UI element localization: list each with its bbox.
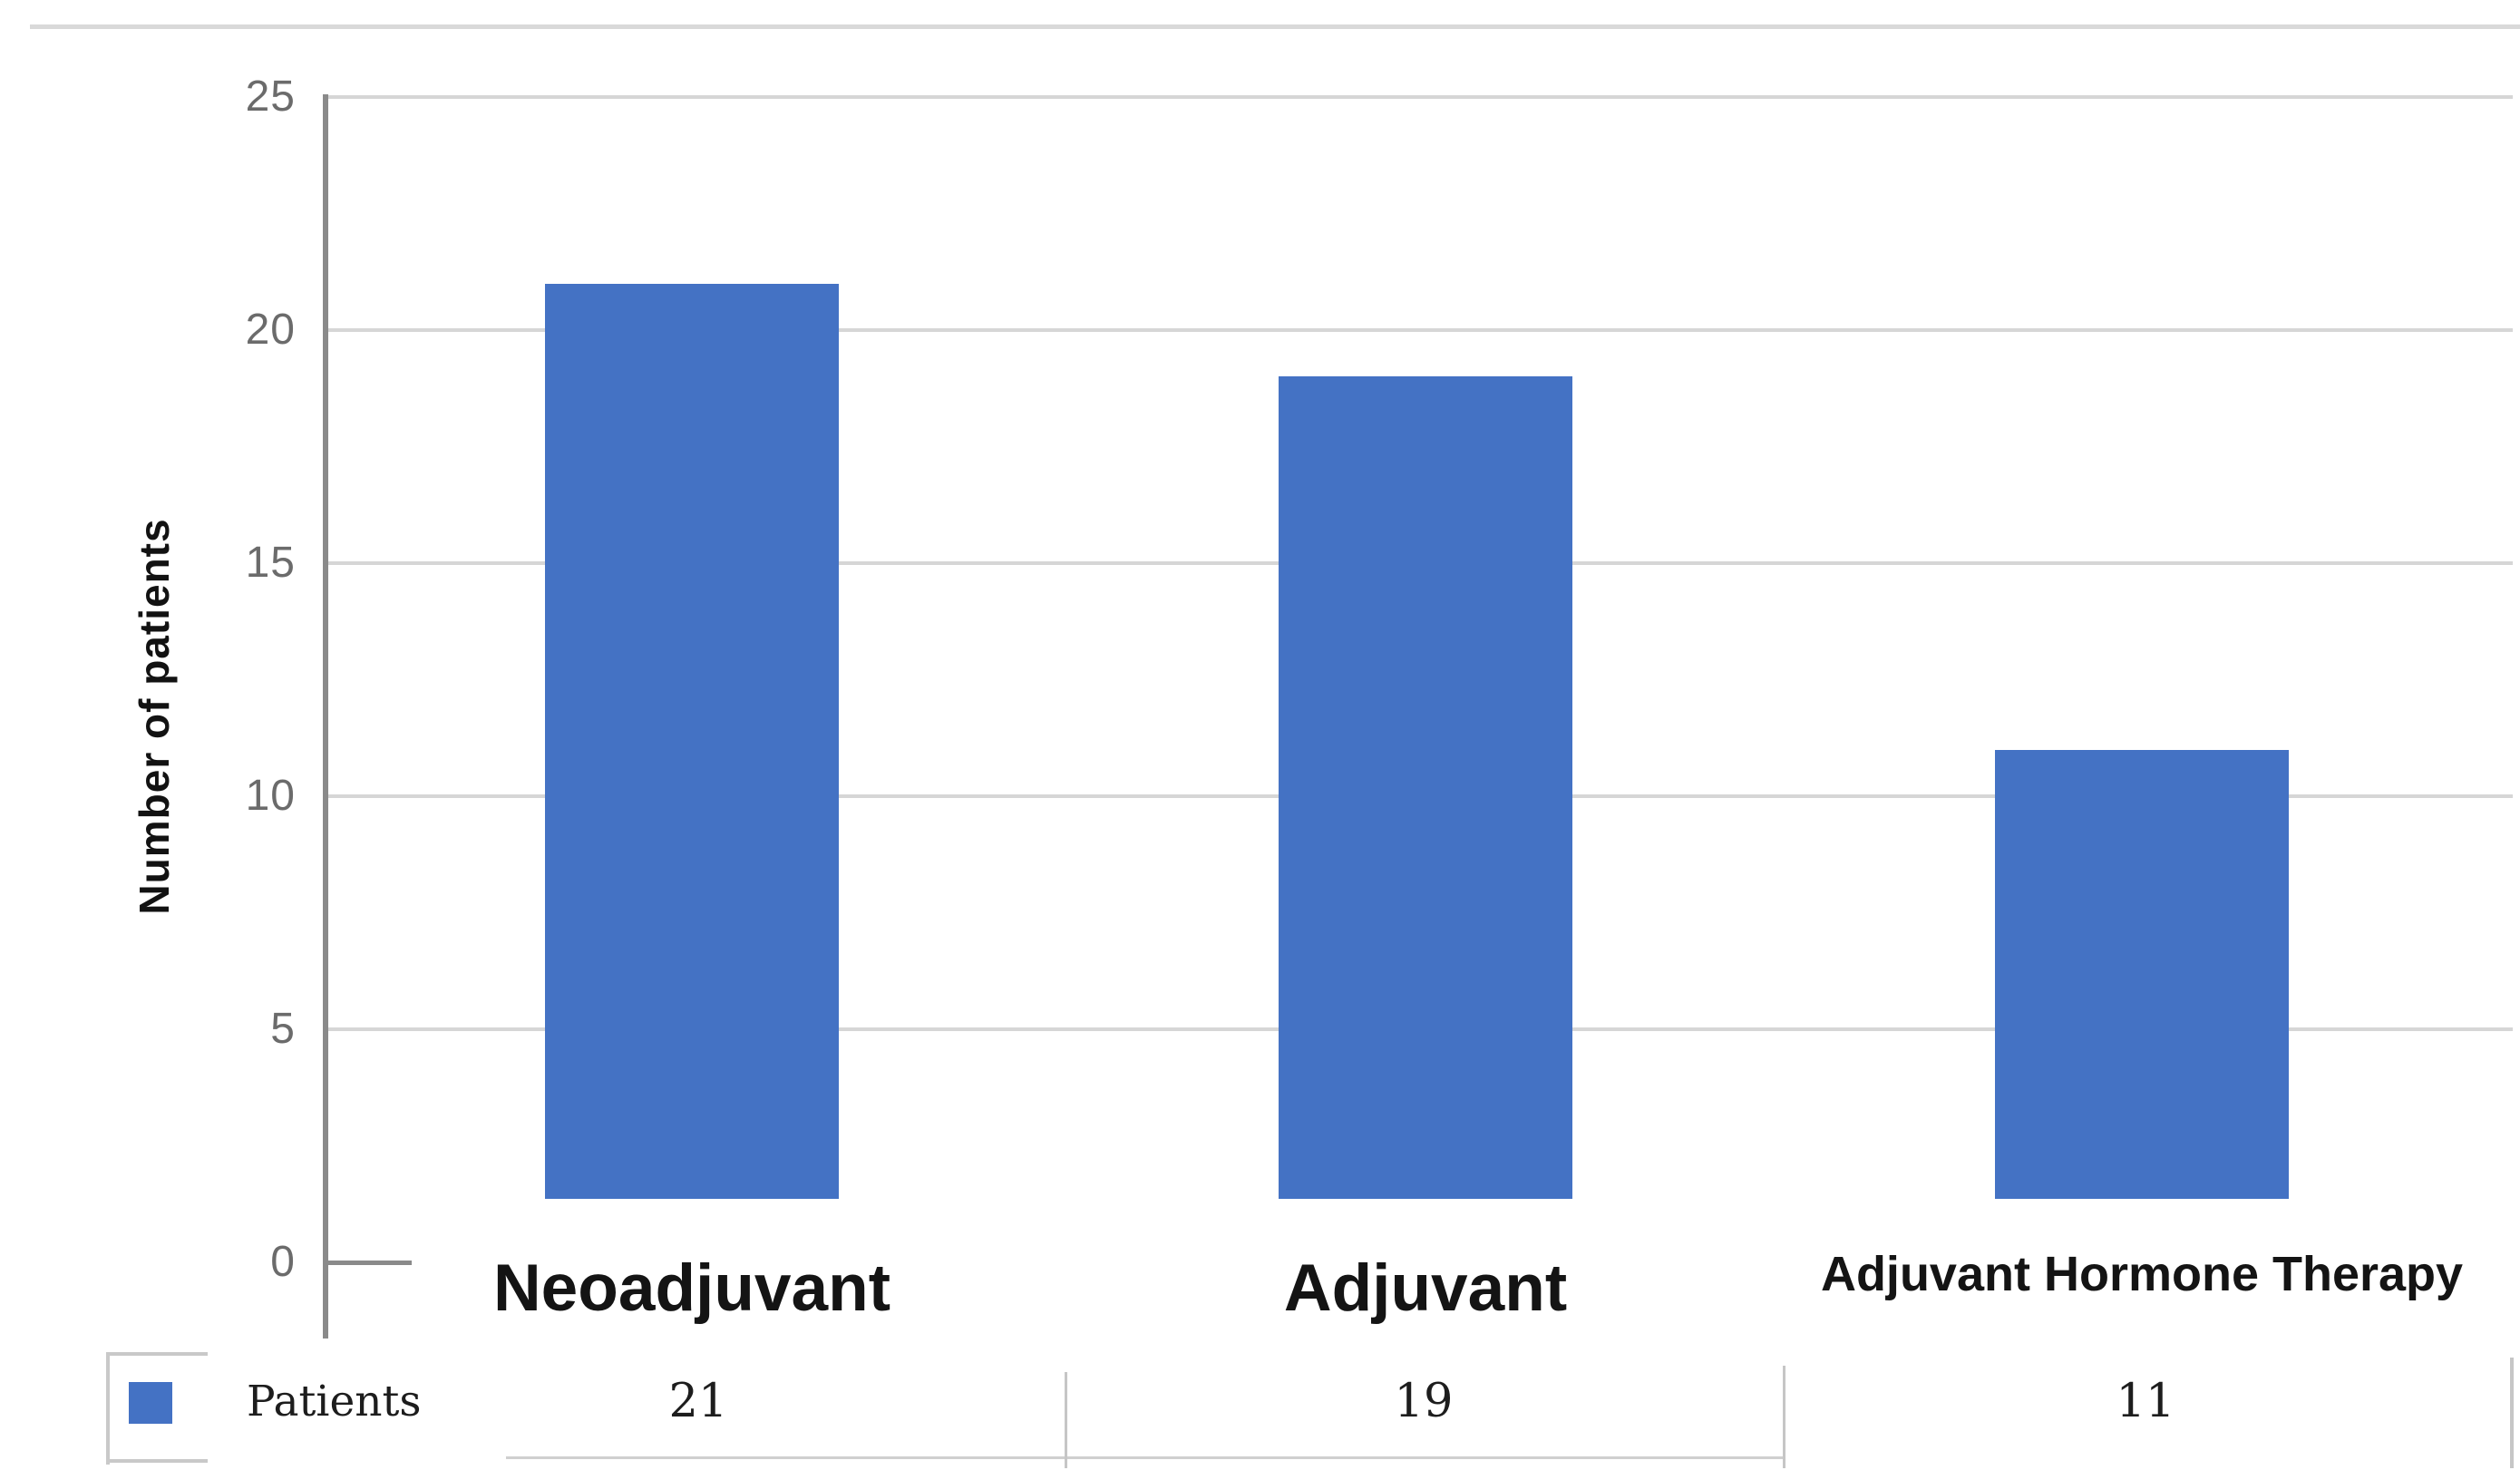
- y-tick-15: 15: [245, 539, 296, 587]
- legend-cell-border-bottom: [106, 1459, 208, 1463]
- table-value-adjuvant-hormone-therapy: 11: [2116, 1375, 2175, 1428]
- y-tick-25: 25: [245, 73, 296, 121]
- top-border-line: [30, 24, 2520, 29]
- table-border-bottom: [506, 1456, 1785, 1459]
- table-divider-1: [1065, 1372, 1067, 1468]
- legend-label-patients: Patients: [247, 1377, 422, 1426]
- table-divider-2: [1783, 1366, 1785, 1468]
- legend-swatch-patients: [129, 1382, 172, 1424]
- x-axis-zero-tick: [325, 1261, 412, 1265]
- y-tick-5: 5: [270, 1005, 296, 1053]
- y-tick-0: 0: [270, 1238, 296, 1286]
- y-tick-20: 20: [245, 306, 296, 354]
- table-value-neoadjuvant: 21: [668, 1375, 728, 1428]
- category-label-neoadjuvant: Neoadjuvant: [492, 1251, 891, 1325]
- legend-cell-border-top: [106, 1352, 208, 1356]
- bar-neoadjuvant: [545, 283, 839, 1199]
- y-tick-10: 10: [245, 772, 296, 820]
- legend-cell-border-left: [106, 1352, 110, 1465]
- bar-adjuvant: [1279, 376, 1572, 1199]
- table-value-adjuvant: 19: [1394, 1375, 1454, 1428]
- gridline-20: [326, 328, 2513, 332]
- y-axis-line: [323, 94, 328, 1339]
- table-divider-right: [2510, 1358, 2514, 1468]
- gridline-25: [326, 95, 2513, 99]
- category-label-adjuvant-hormone-therapy: Adjuvant Hormone Therapy: [1820, 1247, 2464, 1301]
- bar-adjuvant-hormone-therapy: [1995, 749, 2289, 1199]
- category-label-adjuvant: Adjuvant: [1283, 1251, 1568, 1325]
